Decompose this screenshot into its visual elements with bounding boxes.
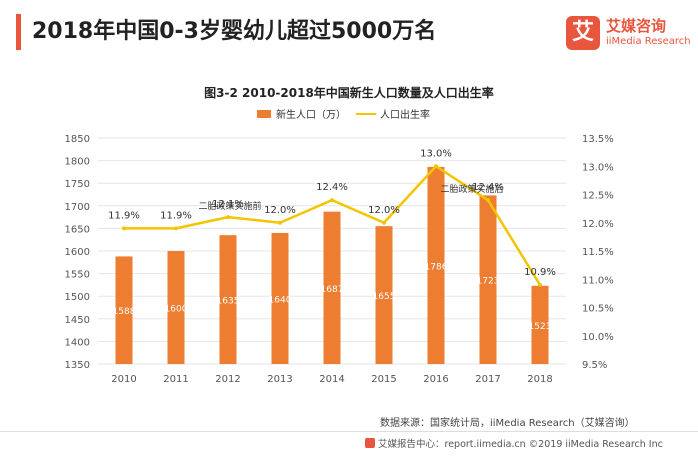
birth-rate-label: 12.4% [316,182,348,193]
bar [479,195,497,364]
policy-annotation: 二胎政策实施后 [440,183,503,195]
footer: 艾媒报告中心：report.iimedia.cn ©2019 iiMedia R… [365,436,663,450]
header: 2018年中国0-3岁婴幼儿超过5000万名 艾 艾媒咨询 iiMedia Re… [0,0,698,62]
bar [167,251,185,364]
bar [219,235,237,364]
birth-rate-label: 10.9% [524,267,556,278]
bar-value-label: 1635 [217,297,240,307]
logo-name-en: iiMedia Research [606,36,691,47]
bar [115,256,133,364]
footer-divider [0,431,698,432]
logo-mark-icon: 艾 [566,16,600,50]
y-left-tick-label: 1750 [65,179,90,190]
birth-rate-point [278,220,282,225]
logo-name-cn: 艾媒咨询 [606,17,667,35]
y-right-tick-label: 12.0% [582,219,614,230]
x-tick-label: 2013 [267,374,292,385]
bar-value-label: 1786 [425,262,448,272]
y-right-tick-label: 11.0% [582,275,614,286]
bar [271,232,289,364]
y-right-tick-label: 13.0% [582,162,614,173]
birth-rate-point [330,198,334,203]
report-center-icon [365,438,375,448]
title-accent-bar [16,14,21,50]
birth-rate-label: 12.1% [212,199,244,210]
brand-logo: 艾 艾媒咨询 iiMedia Research [566,14,694,54]
y-right-tick-label: 13.5% [582,134,614,145]
x-tick-label: 2010 [111,374,136,385]
bar [375,226,393,364]
x-tick-label: 2016 [423,374,448,385]
birth-rate-label: 12.4% [472,182,504,193]
bar-value-label: 1655 [373,292,396,302]
bar-value-label: 1523 [529,322,552,332]
y-right-tick-label: 12.5% [582,191,614,202]
birth-rate-label: 12.0% [368,205,400,216]
y-right-tick-label: 10.0% [582,332,614,343]
y-left-tick-label: 1600 [65,247,90,258]
y-left-tick-label: 1350 [65,360,90,371]
chart-title: 图3-2 2010-2018年中国新生人口数量及人口出生率 [204,85,494,100]
footer-text: 艾媒报告中心：report.iimedia.cn ©2019 iiMedia R… [378,439,663,450]
policy-annotation: 二胎政策实施前 [198,200,261,212]
birth-rate-point [122,226,126,231]
birth-rate-point [538,282,542,287]
legend-swatch-bar [257,110,271,118]
bar-value-label: 1600 [165,305,188,315]
x-tick-label: 2017 [475,374,500,385]
y-left-tick-label: 1500 [65,292,90,303]
birth-rate-point [382,220,386,225]
birth-rate-label: 11.9% [108,210,140,221]
data-source: 数据来源：国家统计局，iiMedia Research（艾媒咨询） [380,418,635,429]
x-tick-label: 2014 [319,374,344,385]
y-left-tick-label: 1450 [65,315,90,326]
birth-rate-label: 12.0% [264,205,296,216]
birth-rate-point [174,226,178,231]
birth-rate-label: 11.9% [160,210,192,221]
y-left-tick-label: 1800 [65,157,90,168]
y-left-tick-label: 1700 [65,202,90,213]
bar [323,211,341,364]
y-left-tick-label: 1650 [65,224,90,235]
bar-value-label: 1723 [477,277,500,287]
bar-value-label: 1687 [321,285,344,295]
y-left-tick-label: 1400 [65,337,90,348]
y-left-tick-label: 1550 [65,270,90,281]
y-right-tick-label: 11.5% [582,247,614,258]
birth-rate-point [226,215,230,220]
x-tick-label: 2011 [163,374,188,385]
legend-label-bar: 新生人口（万） [276,108,346,121]
y-right-tick-label: 10.5% [582,304,614,315]
bar-value-label: 1640 [269,295,292,305]
chart-area: 图3-2 2010-2018年中国新生人口数量及人口出生率新生人口（万） 人口出生… [0,62,698,402]
bar [427,166,445,364]
y-left-tick-label: 1850 [65,134,90,145]
birth-rate-label: 13.0% [420,148,452,159]
x-tick-label: 2012 [215,374,240,385]
x-tick-label: 2018 [527,374,552,385]
x-tick-label: 2015 [371,374,396,385]
bar-value-label: 1588 [113,307,136,317]
birth-rate-point [434,164,438,169]
bar [531,285,549,364]
birth-rate-point [486,198,490,203]
y-right-tick-label: 9.5% [582,360,607,371]
legend-label-line: 人口出生率 [380,108,430,121]
page-title: 2018年中国0-3岁婴幼儿超过5000万名 [32,19,437,44]
